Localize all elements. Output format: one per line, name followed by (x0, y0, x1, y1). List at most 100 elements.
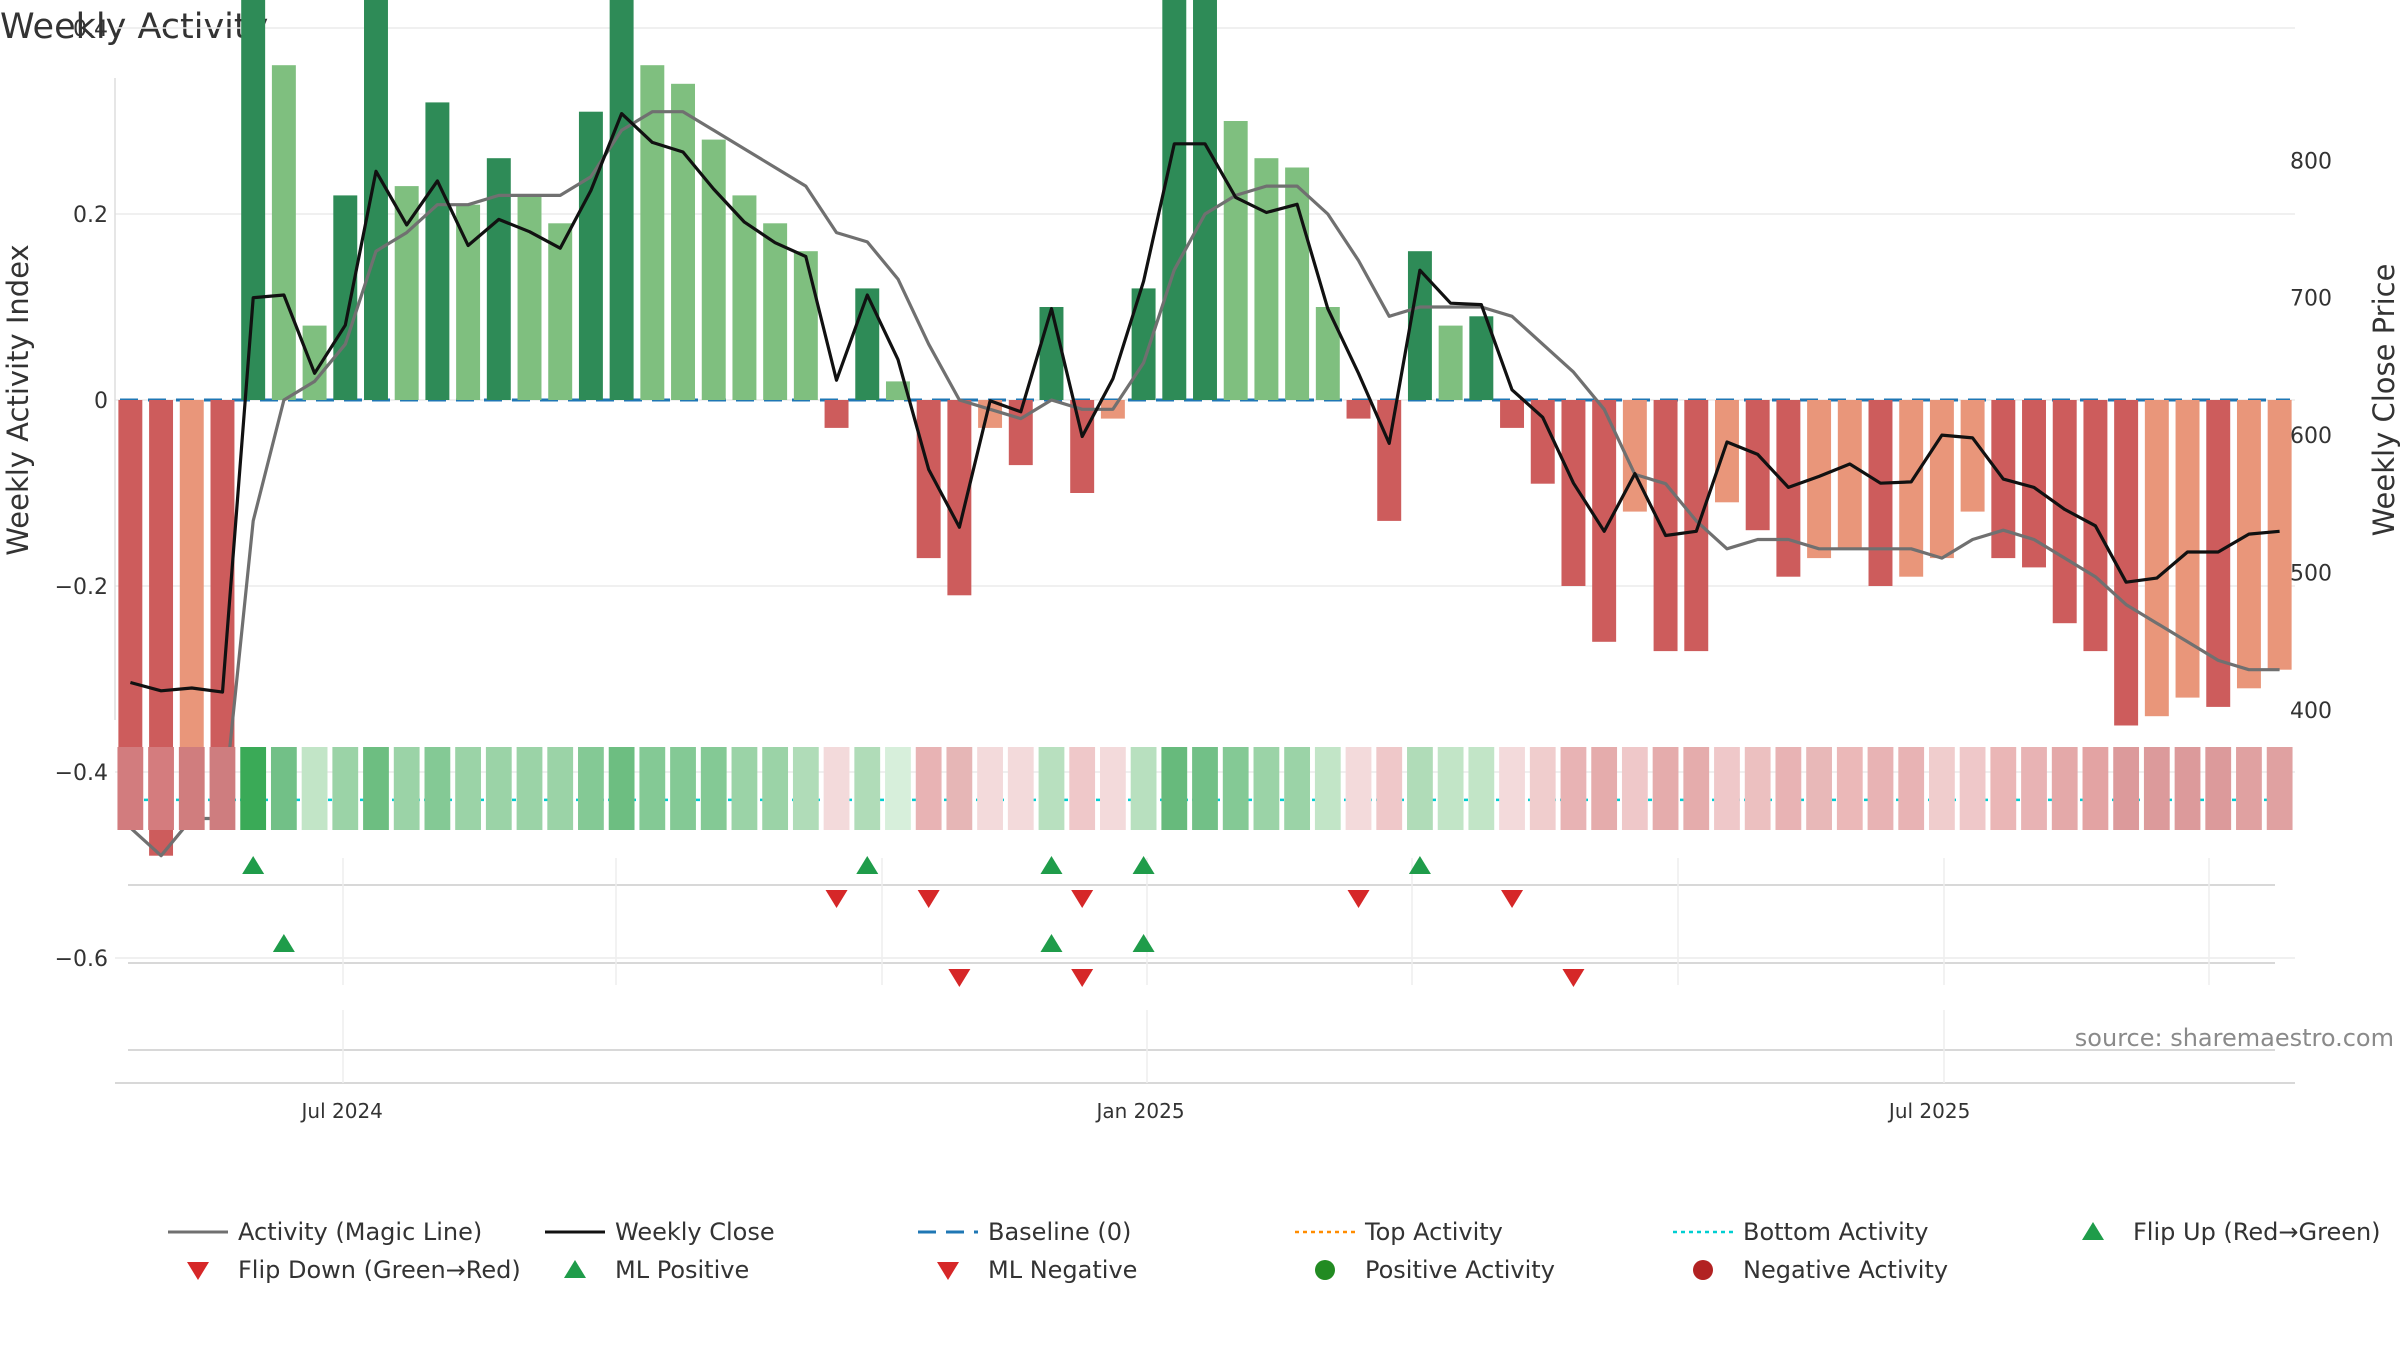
legend-circle-swatch (1693, 1260, 1713, 1280)
heat-cell (885, 747, 911, 830)
heat-cell (485, 747, 512, 830)
legend: Activity (Magic Line) Weekly Close Baselin… (168, 1218, 2381, 1284)
activity-bar (824, 400, 849, 428)
heat-cell (1437, 747, 1464, 830)
heat-cell (1652, 747, 1679, 830)
activity-bar (1469, 316, 1494, 400)
heat-cell (547, 747, 574, 830)
activity-bar (1407, 251, 1432, 400)
activity-bar (578, 111, 603, 400)
y-left-tick-label: −0.6 (55, 947, 108, 972)
activity-bar (1807, 400, 1832, 559)
activity-bar (241, 0, 266, 401)
activity-bar (179, 400, 204, 791)
heat-cell (1621, 747, 1648, 830)
activity-bar (2022, 400, 2046, 568)
flip-up-marker (242, 856, 265, 874)
activity-bar (486, 158, 511, 400)
activity-bar (1223, 121, 1248, 400)
activity-bar (394, 186, 419, 400)
activity-bar (609, 0, 634, 400)
heat-cell (516, 747, 543, 830)
activity-bar (425, 102, 450, 401)
legend-triangle-down-swatch (187, 1262, 209, 1280)
activity-bar (1714, 400, 1739, 503)
heat-cell (1529, 747, 1556, 830)
activity-bars (118, 0, 2292, 856)
heat-cell (1069, 747, 1096, 830)
heat-cell (946, 747, 973, 830)
heat-cell (1836, 747, 1863, 830)
ml-positive-marker (1040, 934, 1063, 952)
heat-cell (731, 747, 758, 830)
heat-cell (1990, 747, 2017, 830)
chart-title: Weekly Activity (0, 7, 268, 47)
heat-cell (148, 747, 174, 830)
heat-cell (2113, 747, 2140, 830)
heat-cell (1714, 747, 1740, 830)
x-axis-ticks: Jul 2024 Jan 2025 Jul 2025 (300, 1099, 1971, 1123)
heat-cell (2174, 747, 2201, 830)
activity-bar (1960, 400, 1985, 512)
heat-cell (1499, 747, 1525, 830)
activity-bar (793, 251, 818, 400)
activity-bar (1561, 400, 1586, 586)
legend-label: Flip Down (Green→Red) (238, 1256, 521, 1284)
heat-cell (1038, 747, 1065, 830)
heat-cell (700, 747, 727, 830)
legend-label: Activity (Magic Line) (238, 1218, 482, 1246)
activity-bar (149, 400, 174, 856)
legend-label: Bottom Activity (1743, 1218, 1928, 1246)
flip-down-marker (1071, 890, 1094, 908)
activity-bar (1285, 167, 1310, 400)
activity-bar (2052, 400, 2077, 624)
activity-heat-strip (117, 747, 2293, 830)
heat-cell (2266, 747, 2293, 830)
heat-cell (670, 747, 696, 830)
activity-bar (1500, 400, 1525, 428)
activity-bar (1070, 400, 1095, 493)
y-right-tick-label: 700 (2290, 287, 2332, 312)
activity-bar (1530, 400, 1555, 484)
heat-cell (639, 747, 666, 830)
heat-cell (332, 747, 359, 830)
heat-cell (1898, 747, 1925, 830)
activity-bar (1684, 400, 1709, 652)
signal-panels (115, 856, 2295, 1084)
flip-up-marker (1040, 856, 1063, 874)
x-tick-label: Jul 2025 (1887, 1099, 1970, 1123)
heat-cell (1806, 747, 1832, 830)
heat-cell (2082, 747, 2109, 830)
heat-cell (424, 747, 451, 830)
heat-cell (2205, 747, 2232, 830)
y-left-tick-label: −0.2 (55, 575, 108, 600)
activity-bar (1592, 400, 1617, 642)
heat-cell (1775, 747, 1802, 830)
heat-cell (1222, 747, 1249, 830)
heat-cell (393, 747, 420, 830)
heat-cell (792, 747, 819, 830)
y-right-tick-label: 400 (2290, 699, 2332, 724)
heat-cell (854, 747, 881, 830)
activity-bar (333, 195, 358, 400)
heat-cell (1284, 747, 1311, 830)
activity-bar (1653, 400, 1678, 652)
activity-bar (302, 325, 327, 400)
heat-cell (1560, 747, 1587, 830)
activity-bar (701, 139, 726, 400)
activity-bar (855, 288, 880, 400)
legend-circle-swatch (1315, 1260, 1335, 1280)
y-axis-right-title: Weekly Close Price (2367, 264, 2400, 537)
y-left-tick-label: −0.4 (55, 761, 108, 786)
heat-cell (455, 747, 481, 830)
y-axis-left-title: Weekly Activity Index (1, 244, 35, 555)
heat-cell (1591, 747, 1618, 830)
heat-cell (1867, 747, 1894, 830)
flip-up-marker (1132, 856, 1155, 874)
activity-bar (1868, 400, 1893, 586)
legend-label: Top Activity (1364, 1218, 1503, 1246)
activity-bar (271, 65, 296, 400)
heat-cell (1929, 747, 1955, 830)
activity-bar (1745, 400, 1770, 531)
